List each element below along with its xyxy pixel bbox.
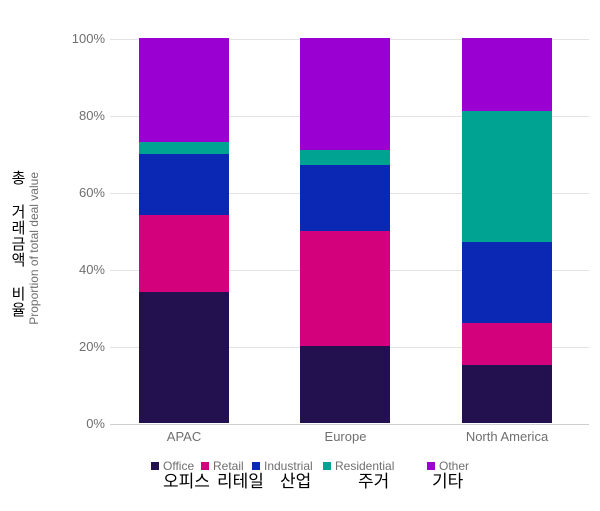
y-axis-label-korean: 총 거래금액 비율 xyxy=(9,170,26,318)
legend-item-retail: Retail xyxy=(201,458,244,473)
legend-item-other: Other xyxy=(427,458,470,473)
legend-label: Office xyxy=(163,458,195,473)
bar-segment-retail xyxy=(462,322,552,366)
legend-label-korean-other: 기타 xyxy=(432,472,464,491)
y-tick-label: 80% xyxy=(78,108,105,123)
legend-swatch-residential xyxy=(323,461,331,470)
legend-label-korean-retail: 리테일 xyxy=(217,472,264,491)
legend-item-office: Office xyxy=(151,458,195,473)
bar-segment-industrial xyxy=(462,242,552,323)
legend-item-residential: Residential xyxy=(323,458,395,473)
plot-area xyxy=(110,38,589,425)
legend-label-korean-industrial: 산업 xyxy=(280,472,312,491)
y-tick-label: 40% xyxy=(78,262,105,277)
bar-segment-residential xyxy=(462,111,552,243)
bar-segment-retail xyxy=(300,230,390,346)
y-axis-label-english: Proportion of total deal value xyxy=(27,172,41,325)
legend-label: Retail xyxy=(213,458,244,473)
y-tick-label: 20% xyxy=(78,339,105,354)
bar-segment-office xyxy=(300,346,390,423)
x-category-label: APAC xyxy=(166,429,202,444)
bar-segment-residential xyxy=(300,149,390,166)
y-tick-label: 60% xyxy=(78,185,105,200)
bar-north-america xyxy=(462,38,552,423)
legend-label: Residential xyxy=(335,458,395,473)
x-axis-line xyxy=(110,424,589,425)
bar-segment-industrial xyxy=(139,153,229,216)
legend-item-industrial: Industrial xyxy=(252,458,313,473)
bar-segment-office xyxy=(139,292,229,423)
x-category-label: North America xyxy=(465,429,549,444)
legend-label-korean-residential: 주거 xyxy=(358,472,390,491)
legend-swatch-office xyxy=(151,461,159,470)
legend-label-korean-office: 오피스 xyxy=(163,472,210,491)
bar-segment-retail xyxy=(139,215,229,293)
bar-segment-other xyxy=(462,38,552,112)
bar-segment-industrial xyxy=(300,165,390,231)
y-tick-label: 0% xyxy=(86,416,105,431)
legend-swatch-retail xyxy=(201,461,209,470)
bar-europe xyxy=(300,38,390,423)
bar-apac xyxy=(139,38,229,423)
legend-swatch-other xyxy=(427,461,435,470)
y-tick-label: 100% xyxy=(71,31,105,46)
bar-segment-other xyxy=(300,38,390,150)
legend-swatch-industrial xyxy=(252,461,260,470)
legend-label: Industrial xyxy=(264,458,313,473)
x-category-label: Europe xyxy=(324,429,367,444)
legend-label: Other xyxy=(439,458,470,473)
bar-segment-office xyxy=(462,365,552,423)
bar-segment-other xyxy=(139,38,229,142)
bar-segment-residential xyxy=(139,141,229,154)
